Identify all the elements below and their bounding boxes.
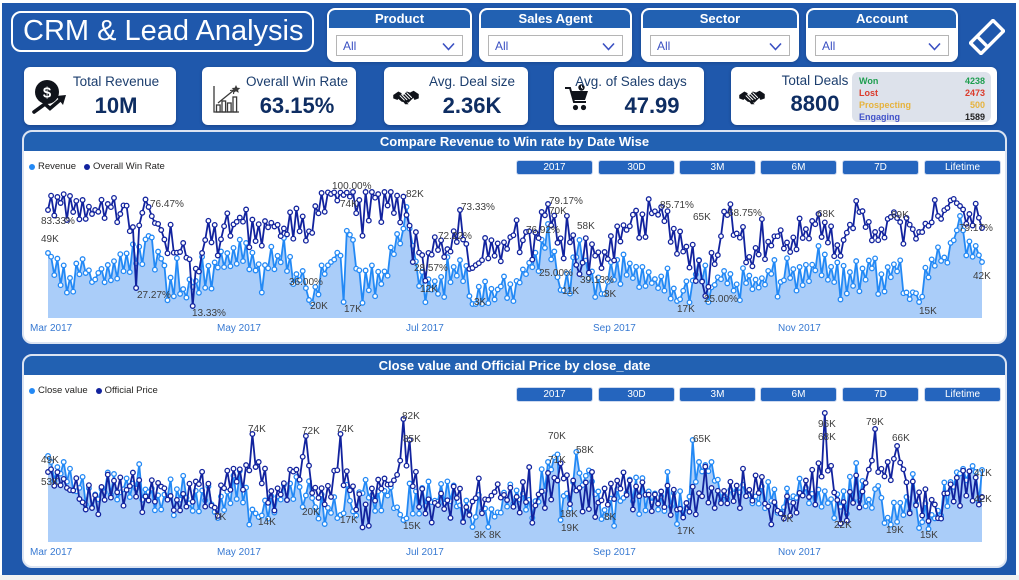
svg-text:70K: 70K xyxy=(548,431,566,442)
svg-text:74K: 74K xyxy=(336,424,354,435)
svg-text:19K: 19K xyxy=(561,523,579,534)
svg-text:82K: 82K xyxy=(402,411,420,422)
svg-text:74K: 74K xyxy=(340,199,358,210)
svg-text:49K: 49K xyxy=(41,234,59,245)
svg-text:17K: 17K xyxy=(677,526,695,537)
svg-text:8K: 8K xyxy=(604,512,617,523)
svg-text:7K: 7K xyxy=(214,512,227,523)
svg-text:20K: 20K xyxy=(302,507,320,518)
svg-text:72.22%: 72.22% xyxy=(438,231,472,242)
svg-text:7K: 7K xyxy=(781,514,794,525)
svg-text:66K: 66K xyxy=(892,433,910,444)
svg-text:Nov 2017: Nov 2017 xyxy=(778,547,821,558)
svg-text:20K: 20K xyxy=(310,301,328,312)
svg-text:17K: 17K xyxy=(344,304,362,315)
svg-text:25.00%: 25.00% xyxy=(539,268,573,279)
svg-text:65K: 65K xyxy=(693,212,711,223)
svg-text:79.17%: 79.17% xyxy=(959,223,993,234)
svg-text:Mar 2017: Mar 2017 xyxy=(30,547,73,558)
svg-text:3K: 3K xyxy=(474,530,487,541)
svg-text:49K: 49K xyxy=(41,455,59,466)
svg-text:27.27%: 27.27% xyxy=(137,290,171,301)
svg-text:76.47%: 76.47% xyxy=(150,199,184,210)
svg-text:96K: 96K xyxy=(818,419,836,430)
svg-text:Sep 2017: Sep 2017 xyxy=(593,547,636,558)
svg-text:68K: 68K xyxy=(818,432,836,443)
svg-text:13.33%: 13.33% xyxy=(192,308,226,319)
svg-text:42K: 42K xyxy=(974,494,992,505)
svg-text:22K: 22K xyxy=(834,520,852,531)
svg-text:79K: 79K xyxy=(866,417,884,428)
svg-text:May 2017: May 2017 xyxy=(217,547,261,558)
svg-text:3K: 3K xyxy=(474,297,487,308)
svg-text:74K: 74K xyxy=(248,424,266,435)
svg-text:25.00%: 25.00% xyxy=(704,294,738,305)
svg-text:82K: 82K xyxy=(406,189,424,200)
svg-text:11K: 11K xyxy=(562,286,579,297)
svg-text:28.57%: 28.57% xyxy=(414,263,448,274)
svg-text:15K: 15K xyxy=(919,306,937,317)
svg-text:72K: 72K xyxy=(302,426,320,437)
svg-text:15K: 15K xyxy=(920,530,938,541)
svg-text:69K: 69K xyxy=(891,210,909,221)
svg-text:8K: 8K xyxy=(604,289,617,300)
svg-text:19K: 19K xyxy=(886,525,904,536)
svg-text:May 2017: May 2017 xyxy=(217,323,261,334)
svg-text:79.17%: 79.17% xyxy=(549,196,583,207)
svg-text:39.13%: 39.13% xyxy=(580,275,614,286)
svg-text:41K: 41K xyxy=(974,468,992,479)
svg-text:Jul 2017: Jul 2017 xyxy=(406,547,444,558)
svg-text:71K: 71K xyxy=(548,455,566,466)
svg-text:70K: 70K xyxy=(549,206,567,217)
svg-text:Nov 2017: Nov 2017 xyxy=(778,323,821,334)
svg-text:83.33%: 83.33% xyxy=(41,216,75,227)
svg-text:18K: 18K xyxy=(560,509,578,520)
svg-text:17K: 17K xyxy=(677,304,695,315)
svg-text:73.33%: 73.33% xyxy=(461,202,495,213)
svg-text:58K: 58K xyxy=(577,221,595,232)
svg-text:15K: 15K xyxy=(403,521,421,532)
svg-text:58K: 58K xyxy=(576,445,594,456)
svg-text:53K: 53K xyxy=(41,477,59,488)
svg-text:42K: 42K xyxy=(973,271,991,282)
svg-text:65K: 65K xyxy=(693,434,711,445)
svg-text:100.00%: 100.00% xyxy=(332,181,372,192)
svg-text:12K: 12K xyxy=(420,284,438,295)
svg-text:8K: 8K xyxy=(489,530,502,541)
svg-text:68.75%: 68.75% xyxy=(728,208,762,219)
svg-text:36.00%: 36.00% xyxy=(289,277,323,288)
svg-text:Mar 2017: Mar 2017 xyxy=(30,323,73,334)
svg-text:Jul 2017: Jul 2017 xyxy=(406,323,444,334)
svg-text:85.71%: 85.71% xyxy=(660,200,694,211)
svg-text:76.92%: 76.92% xyxy=(526,225,560,236)
svg-text:14K: 14K xyxy=(258,517,276,528)
svg-text:85K: 85K xyxy=(403,434,421,445)
svg-text:Sep 2017: Sep 2017 xyxy=(593,323,636,334)
svg-text:$: $ xyxy=(43,85,52,102)
svg-text:17K: 17K xyxy=(340,515,358,526)
svg-text:68K: 68K xyxy=(817,209,835,220)
